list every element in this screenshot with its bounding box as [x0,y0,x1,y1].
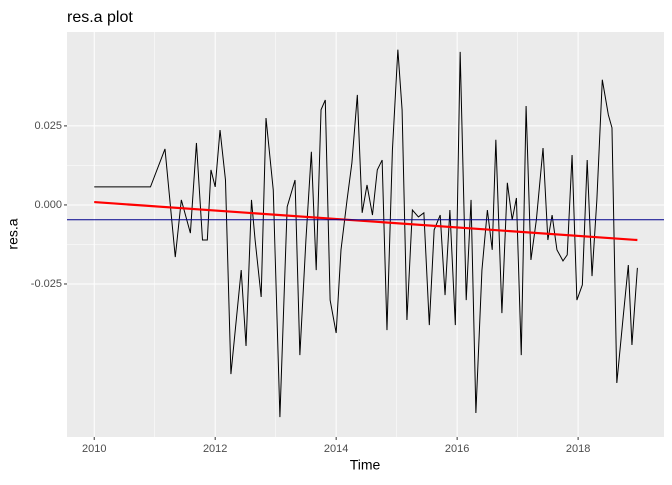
y-tick-label: 0.025 [34,120,62,132]
x-tick-label: 2012 [203,443,227,455]
x-tick-label: 2018 [566,443,590,455]
x-tick-label: 2016 [445,443,469,455]
x-tick-label: 2014 [324,443,348,455]
y-tick-label: 0.000 [34,199,62,211]
x-axis-label: Time [350,457,381,473]
chart-title: res.a plot [67,9,133,26]
series-line [94,49,638,418]
series-line [94,200,638,242]
x-tick-label: 2010 [82,443,106,455]
y-tick-label: -0.025 [31,278,62,290]
y-axis-label: res.a [5,218,21,249]
